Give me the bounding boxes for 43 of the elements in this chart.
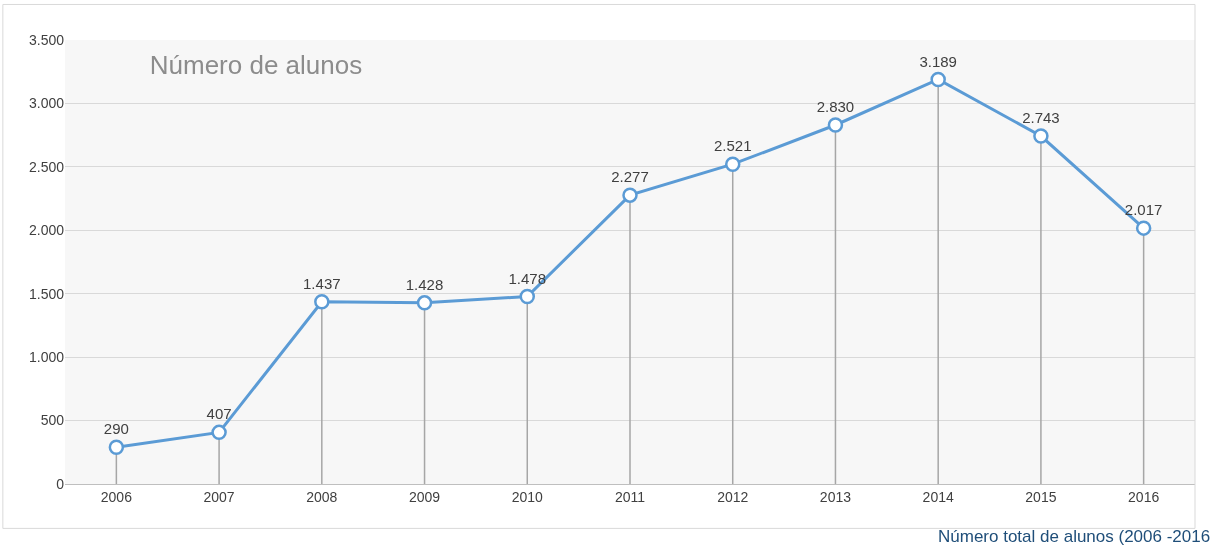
data-label: 1.437	[303, 274, 341, 292]
y-tick-label: 0	[56, 475, 65, 492]
x-tick-label: 2014	[922, 488, 954, 505]
point	[1033, 128, 1049, 144]
x-tick-label: 2007	[203, 488, 235, 505]
point	[1135, 220, 1152, 236]
y-tick-label: 3.000	[28, 95, 65, 112]
x-tick-label: 2015	[1025, 488, 1057, 505]
data-label: 1.428	[405, 275, 444, 293]
y-tick-label: 1.500	[28, 285, 65, 302]
x-tick-label: 2006	[100, 488, 133, 505]
x-tick-label: 2016	[1128, 488, 1160, 505]
x-tick-label: 2010	[511, 488, 544, 505]
data-label: 2.277	[611, 168, 649, 186]
point	[108, 439, 125, 455]
x-tick-label: 2009	[408, 488, 441, 505]
x-tick-label: 2012	[717, 488, 749, 505]
y-tick-label: 2.500	[28, 158, 65, 175]
data-label: 2.017	[1124, 201, 1163, 219]
data-label: 1.478	[508, 269, 547, 287]
point	[930, 71, 946, 88]
data-label: 290	[103, 420, 129, 438]
x-tick-label: 2008	[306, 488, 338, 505]
point	[211, 424, 227, 441]
data-label: 2.521	[713, 137, 752, 155]
x-tick-label: 2011	[614, 488, 646, 505]
point	[724, 156, 741, 172]
data-label: 2.743	[1022, 109, 1060, 127]
x-tick-label: 2013	[819, 488, 852, 505]
point	[519, 288, 536, 305]
point	[416, 295, 433, 311]
y-tick-label: 3.500	[28, 31, 65, 48]
data-label: 407	[206, 405, 232, 423]
y-tick-label: 1.000	[28, 349, 65, 366]
point	[622, 187, 638, 203]
data-label: 3.189	[919, 52, 957, 70]
text: Número total de alunos (2006 -2016	[938, 527, 1211, 546]
chart-title: Número de alunos	[149, 49, 363, 80]
point	[827, 117, 844, 133]
y-tick-label: 500	[40, 412, 65, 429]
data-label: 2.830	[816, 98, 855, 116]
y-tick-label: 2.000	[28, 222, 65, 239]
point	[314, 293, 330, 310]
